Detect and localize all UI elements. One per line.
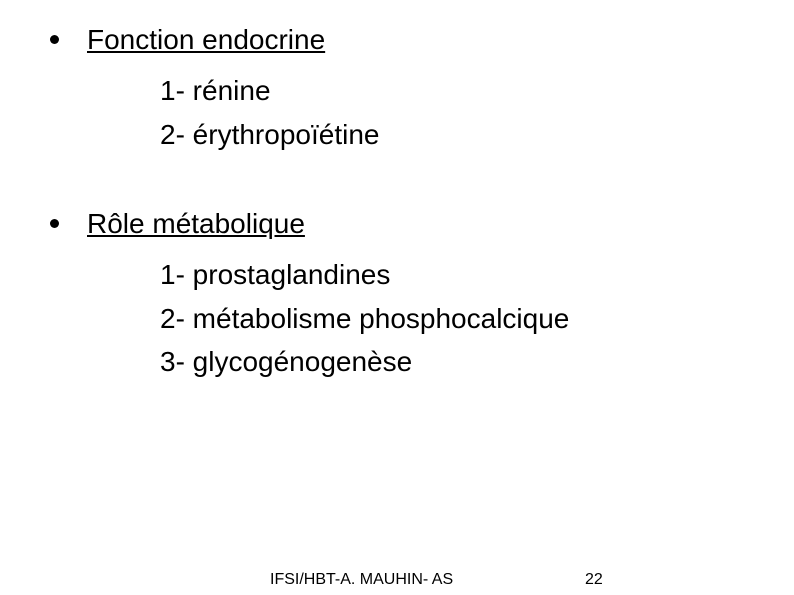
bullet-icon <box>50 35 59 44</box>
heading-row: Fonction endocrine <box>0 20 794 59</box>
heading-row: Rôle métabolique <box>0 204 794 243</box>
bullet-icon <box>50 219 59 228</box>
footer-text: IFSI/HBT-A. MAUHIN- AS <box>270 571 453 589</box>
section-heading: Fonction endocrine <box>87 20 325 59</box>
list-item: 3- glycogénogenèse <box>0 340 794 383</box>
section-endocrine: Fonction endocrine 1- rénine 2- érythrop… <box>0 20 794 156</box>
section-heading: Rôle métabolique <box>87 204 305 243</box>
list-item: 2- érythropoïétine <box>0 113 794 156</box>
list-item: 1- rénine <box>0 69 794 112</box>
section-metabolique: Rôle métabolique 1- prostaglandines 2- m… <box>0 204 794 383</box>
list-item: 2- métabolisme phosphocalcique <box>0 297 794 340</box>
list-item: 1- prostaglandines <box>0 253 794 296</box>
slide: Fonction endocrine 1- rénine 2- érythrop… <box>0 0 794 595</box>
page-number: 22 <box>585 571 603 589</box>
